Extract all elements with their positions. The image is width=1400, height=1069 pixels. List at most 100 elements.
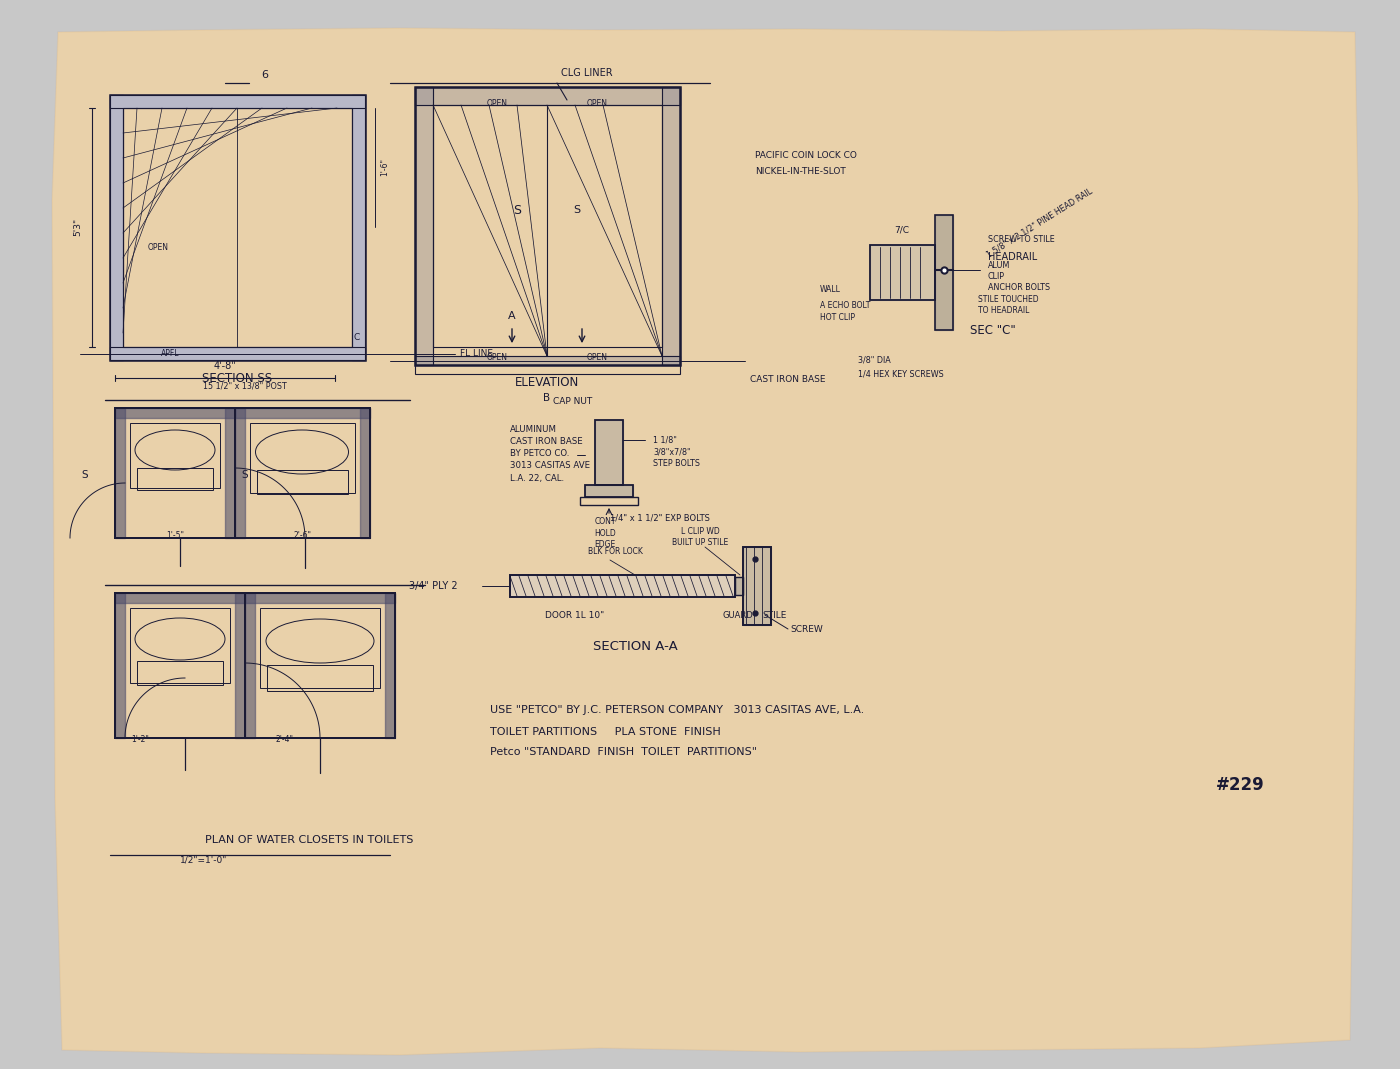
Bar: [111, 95, 365, 360]
Bar: [869, 245, 935, 300]
Bar: [258, 470, 349, 494]
Text: 3/8" DIA: 3/8" DIA: [858, 356, 890, 365]
Text: 1/2"=1'-0": 1/2"=1'-0": [181, 855, 227, 865]
Bar: [351, 95, 365, 360]
Bar: [245, 593, 395, 738]
Bar: [251, 423, 356, 493]
Text: FL LINE: FL LINE: [461, 350, 493, 358]
Polygon shape: [414, 356, 680, 365]
Text: 6: 6: [262, 69, 269, 80]
Polygon shape: [662, 87, 680, 365]
Polygon shape: [225, 408, 235, 538]
Text: S: S: [574, 205, 581, 215]
Text: 7/C: 7/C: [895, 226, 910, 234]
Text: HOT CLIP: HOT CLIP: [820, 313, 855, 323]
Text: CAST IRON BASE: CAST IRON BASE: [750, 375, 826, 385]
Text: L.A. 22, CAL.: L.A. 22, CAL.: [510, 474, 564, 482]
Text: 3/8"x7/8"
STEP BOLTS: 3/8"x7/8" STEP BOLTS: [652, 448, 700, 468]
Polygon shape: [52, 28, 1358, 1055]
Polygon shape: [115, 593, 245, 603]
Polygon shape: [360, 408, 370, 538]
Bar: [130, 423, 220, 489]
Polygon shape: [595, 420, 623, 485]
Text: OPEN: OPEN: [587, 98, 608, 108]
Bar: [414, 356, 680, 374]
Text: BLK FOR LOCK: BLK FOR LOCK: [588, 546, 643, 556]
Bar: [595, 420, 623, 485]
Text: ALUM
CLIP: ALUM CLIP: [988, 261, 1011, 281]
Text: NICKEL-IN-THE-SLOT: NICKEL-IN-THE-SLOT: [755, 167, 846, 175]
Bar: [245, 593, 395, 738]
Text: 1 5/8" x 2 1/2" PINE HEAD RAIL: 1 5/8" x 2 1/2" PINE HEAD RAIL: [986, 187, 1093, 260]
Text: 3013 CASITAS AVE: 3013 CASITAS AVE: [510, 462, 591, 470]
Bar: [115, 408, 235, 538]
Text: B: B: [543, 393, 550, 403]
Polygon shape: [52, 28, 1358, 1055]
Bar: [267, 665, 372, 691]
Polygon shape: [115, 408, 235, 418]
Text: A ECHO BOLT: A ECHO BOLT: [820, 300, 871, 310]
Text: PLAN OF WATER CLOSETS IN TOILETS: PLAN OF WATER CLOSETS IN TOILETS: [204, 835, 413, 845]
Text: 4'-8": 4'-8": [214, 361, 237, 371]
Text: SCREW: SCREW: [790, 624, 823, 634]
Polygon shape: [115, 408, 125, 538]
Polygon shape: [235, 408, 370, 418]
Bar: [137, 468, 213, 490]
Bar: [580, 497, 638, 505]
Bar: [510, 575, 735, 597]
Polygon shape: [245, 593, 255, 738]
Text: CAP NUT: CAP NUT: [553, 398, 592, 406]
Polygon shape: [414, 87, 433, 365]
Text: OPEN: OPEN: [587, 353, 608, 361]
Polygon shape: [115, 593, 125, 738]
Polygon shape: [414, 87, 680, 105]
Bar: [137, 661, 223, 685]
Text: 2'-4": 2'-4": [276, 735, 294, 744]
Text: STILE TOUCHED
TO HEADRAIL: STILE TOUCHED TO HEADRAIL: [979, 295, 1039, 315]
Polygon shape: [869, 245, 935, 300]
Bar: [414, 87, 433, 365]
Text: ALUMINUM: ALUMINUM: [510, 425, 557, 434]
Text: OPEN: OPEN: [147, 243, 168, 251]
Bar: [111, 95, 365, 108]
Bar: [935, 215, 953, 330]
Text: GUARD: GUARD: [722, 610, 753, 620]
Polygon shape: [585, 485, 633, 497]
Bar: [260, 608, 379, 688]
Text: S: S: [81, 470, 88, 480]
Text: S: S: [242, 470, 248, 480]
Polygon shape: [235, 408, 245, 538]
Polygon shape: [111, 95, 365, 108]
Polygon shape: [235, 593, 245, 738]
Bar: [585, 485, 633, 497]
Polygon shape: [111, 347, 365, 360]
Text: WALL: WALL: [820, 285, 841, 294]
Text: 3/4" PLY 2: 3/4" PLY 2: [409, 580, 458, 591]
Bar: [743, 547, 771, 625]
Polygon shape: [111, 95, 123, 360]
Text: #229: #229: [1215, 776, 1264, 794]
Text: ELEVATION: ELEVATION: [515, 376, 580, 389]
Polygon shape: [351, 95, 365, 360]
Text: 1/4 HEX KEY SCREWS: 1/4 HEX KEY SCREWS: [858, 370, 944, 378]
Text: PACIFIC COIN LOCK CO: PACIFIC COIN LOCK CO: [755, 151, 857, 159]
Bar: [123, 108, 351, 347]
Text: A: A: [508, 311, 515, 321]
Text: 1'-2": 1'-2": [132, 735, 148, 744]
Bar: [414, 87, 680, 365]
Text: CONT
HOLD
EDGE: CONT HOLD EDGE: [594, 517, 616, 548]
Text: SECTION SS: SECTION SS: [202, 372, 272, 385]
Text: OPEN: OPEN: [487, 98, 507, 108]
Polygon shape: [245, 593, 395, 603]
Polygon shape: [385, 593, 395, 738]
Text: APFL: APFL: [161, 348, 179, 357]
Bar: [115, 593, 245, 738]
Bar: [123, 108, 237, 347]
Text: STILE: STILE: [762, 610, 787, 620]
Text: OPEN: OPEN: [487, 353, 507, 361]
Polygon shape: [735, 577, 743, 595]
Text: SCREW TO STILE: SCREW TO STILE: [988, 235, 1054, 245]
Text: 1'-5": 1'-5": [167, 530, 183, 540]
Text: TOILET PARTITIONS     PLA STONE  FINISH: TOILET PARTITIONS PLA STONE FINISH: [490, 727, 721, 737]
Text: DOOR 1L 10": DOOR 1L 10": [546, 610, 605, 620]
